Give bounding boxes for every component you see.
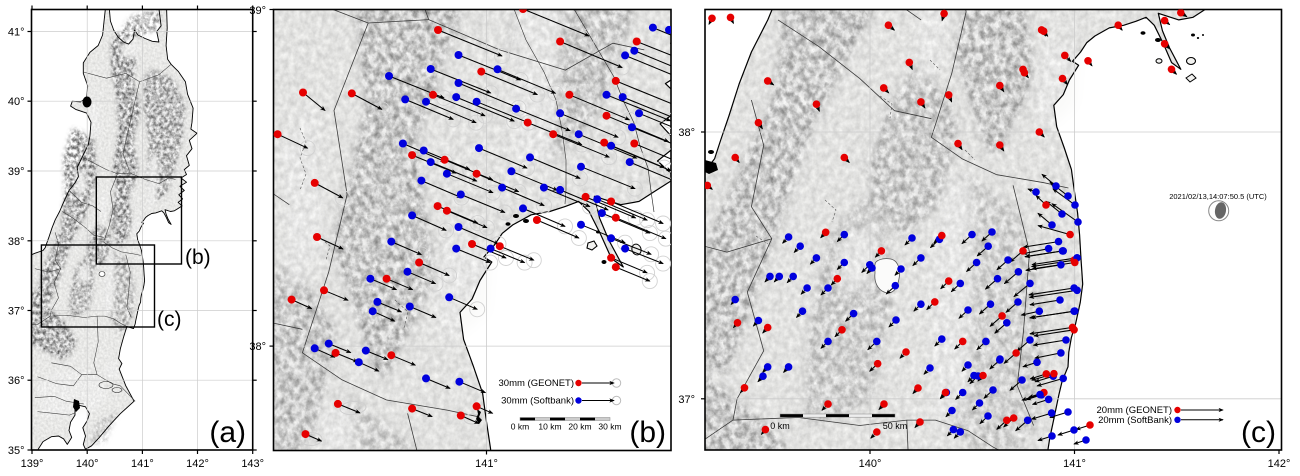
- svg-text:142°: 142°: [1268, 458, 1291, 470]
- svg-text:38°: 38°: [249, 341, 266, 353]
- svg-text:30 km: 30 km: [598, 422, 621, 432]
- svg-text:39°: 39°: [249, 5, 266, 17]
- svg-text:(b): (b): [629, 416, 666, 449]
- svg-text:141°: 141°: [475, 458, 498, 470]
- svg-text:(a): (a): [209, 416, 246, 449]
- svg-text:(c): (c): [1241, 416, 1276, 449]
- svg-text:39°: 39°: [8, 166, 25, 178]
- svg-text:142°: 142°: [186, 458, 209, 470]
- svg-text:140°: 140°: [76, 458, 99, 470]
- svg-text:37°: 37°: [8, 306, 25, 318]
- svg-text:20mm (SoftBank): 20mm (SoftBank): [1098, 415, 1172, 426]
- svg-text:30mm (Softbank): 30mm (Softbank): [501, 396, 574, 407]
- svg-text:30mm (GEONET): 30mm (GEONET): [499, 378, 574, 389]
- svg-text:50 km: 50 km: [883, 421, 908, 431]
- svg-text:2021/02/13,14:07:50.5 (UTC): 2021/02/13,14:07:50.5 (UTC): [1169, 192, 1267, 201]
- svg-text:0 km: 0 km: [511, 422, 529, 432]
- svg-text:35°: 35°: [8, 445, 25, 457]
- svg-text:141°: 141°: [1063, 458, 1086, 470]
- svg-text:0 km: 0 km: [770, 421, 790, 431]
- svg-text:(b): (b): [185, 246, 211, 269]
- svg-text:38°: 38°: [8, 236, 25, 248]
- svg-text:140°: 140°: [859, 458, 882, 470]
- svg-text:41°: 41°: [8, 27, 25, 39]
- svg-text:20mm (GEONET): 20mm (GEONET): [1097, 405, 1172, 416]
- svg-text:38°: 38°: [678, 127, 695, 139]
- svg-text:20 km: 20 km: [568, 422, 591, 432]
- svg-text:40°: 40°: [8, 96, 25, 108]
- svg-text:141°: 141°: [131, 458, 154, 470]
- svg-text:37°: 37°: [678, 394, 695, 406]
- svg-text:10 km: 10 km: [538, 422, 561, 432]
- svg-text:36°: 36°: [8, 375, 25, 387]
- svg-text:139°: 139°: [21, 458, 44, 470]
- svg-text:(c): (c): [157, 308, 182, 331]
- svg-text:143°: 143°: [241, 458, 264, 470]
